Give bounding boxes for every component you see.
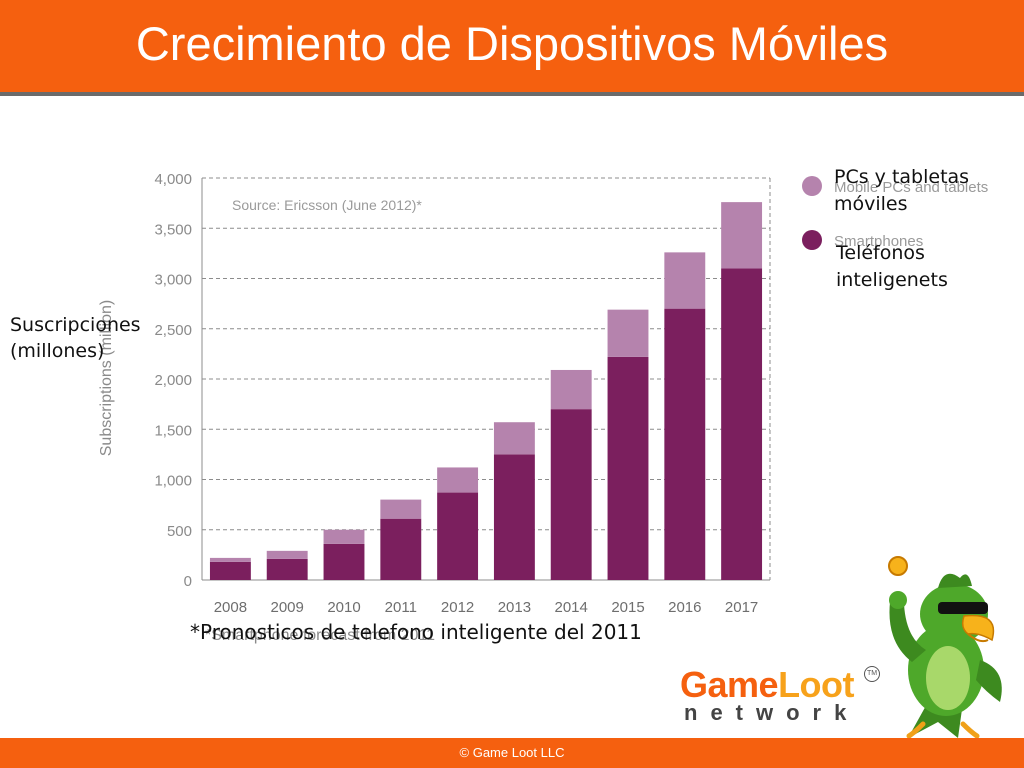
slide-title: Crecimiento de Dispositivos Móviles: [135, 17, 889, 70]
chart-bar-mobile-pcs-and-tablets: [721, 202, 763, 269]
logo-subtitle: network: [684, 700, 860, 725]
spanish-legend-line: móviles: [834, 193, 908, 215]
chart-y-tick-label: 4,000: [154, 171, 192, 188]
chart-bar-mobile-pcs-and-tablets: [664, 252, 706, 309]
chart-x-tick-label: 2017: [725, 599, 758, 616]
chart-bar-mobile-pcs-and-tablets: [266, 550, 308, 559]
chart-bar-smartphones: [380, 518, 422, 580]
chart-bar-smartphones: [493, 454, 535, 580]
chart-y-tick-label: 1,000: [154, 473, 192, 490]
chart-source-note: Source: Ericsson (June 2012)*: [232, 197, 422, 213]
chart-y-tick-label: 500: [167, 523, 192, 540]
spanish-y-axis-label-line: (millones): [10, 340, 105, 362]
chart-y-tick-label: 2,000: [154, 372, 192, 389]
chart-bar-mobile-pcs-and-tablets: [550, 369, 592, 410]
spanish-legend-line: inteligenets: [836, 269, 948, 291]
chart-legend-label: Mobile PCs and tablets: [834, 179, 988, 196]
chart-bar-mobile-pcs-and-tablets: [493, 422, 535, 455]
chart-bar-mobile-pcs-and-tablets: [209, 557, 251, 562]
title-bar: Crecimiento de Dispositivos Móviles: [0, 0, 1024, 96]
chart-y-tick-label: 3,000: [154, 272, 192, 289]
chart-bar-mobile-pcs-and-tablets: [380, 499, 422, 519]
chart-y-tick-label: 3,500: [154, 221, 192, 238]
chart-x-tick-label: 2011: [385, 599, 417, 616]
logo-wordmark: GameLoot: [680, 664, 855, 706]
chart-y-tick-label: 2,500: [154, 322, 192, 339]
chart-legend-swatch: [802, 230, 822, 250]
gameloot-logo: GameLoot TM network: [680, 664, 890, 725]
logo-word-loot: Loot: [778, 664, 855, 705]
chart-bar-mobile-pcs-and-tablets: [437, 467, 479, 493]
chart-bar-smartphones: [721, 268, 763, 580]
chart-x-tick-label: 2008: [214, 599, 247, 616]
chart-bar-smartphones: [437, 492, 479, 580]
chart-bar-smartphones: [323, 543, 365, 580]
chart-bar-mobile-pcs-and-tablets: [607, 309, 649, 357]
parrot-mascot-icon: [888, 556, 1002, 739]
chart-x-tick-label: 2012: [441, 599, 474, 616]
chart-x-tick-label: 2009: [271, 599, 304, 616]
chart-bar-smartphones: [607, 356, 649, 580]
spanish-legend-line: Teléfonos: [836, 242, 925, 264]
spanish-legend-smartphones: Teléfonos inteligenets: [836, 240, 948, 294]
spanish-legend-line: PCs y tabletas: [834, 166, 970, 188]
chart-y-tick-label: 1,500: [154, 422, 192, 439]
chart-y-axis-label: Subscriptions (million): [98, 300, 115, 457]
chart-footnote: *Smartphone forecast from 2011: [205, 627, 435, 644]
chart-x-tick-label: 2014: [555, 599, 588, 616]
chart-y-tick-label: 0: [184, 573, 192, 590]
chart-bar-smartphones: [209, 561, 251, 580]
spanish-y-axis-label-line: Suscripciones: [10, 314, 141, 336]
chart-bar-smartphones: [266, 558, 308, 580]
logo-word-game: Game: [680, 664, 779, 705]
chart-legend-label: Smartphones: [834, 233, 923, 250]
logo-trademark: TM: [864, 666, 880, 682]
chart-x-tick-label: 2015: [611, 599, 644, 616]
chart-bar-smartphones: [550, 409, 592, 580]
chart-x-tick-label: 2013: [498, 599, 531, 616]
spanish-y-axis-label: Suscripciones (millones): [10, 312, 141, 364]
chart-bar-smartphones: [664, 308, 706, 580]
chart-x-tick-label: 2016: [668, 599, 701, 616]
footer-copyright: © Game Loot LLC: [459, 745, 565, 760]
footer-bar: © Game Loot LLC: [0, 738, 1024, 768]
chart-legend-swatch: [802, 176, 822, 196]
spanish-forecast-note: *Pronosticos de telefono inteligente del…: [190, 620, 642, 644]
spanish-legend-mobile-pcs: PCs y tabletas móviles: [834, 164, 969, 218]
chart-bar-mobile-pcs-and-tablets: [323, 529, 365, 544]
chart-x-tick-label: 2010: [327, 599, 360, 616]
